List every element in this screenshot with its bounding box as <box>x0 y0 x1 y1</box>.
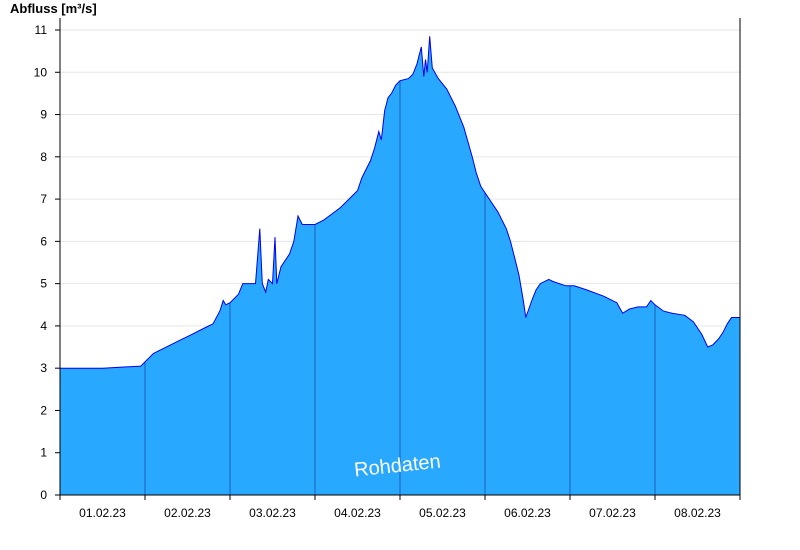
x-tick-label: 02.02.23 <box>164 506 211 520</box>
y-tick-label: 11 <box>35 23 48 37</box>
x-tick-label: 05.02.23 <box>419 506 466 520</box>
y-tick-label: 6 <box>40 234 47 248</box>
y-tick-label: 3 <box>40 361 47 375</box>
x-tick-label: 04.02.23 <box>334 506 381 520</box>
y-tick-label: 4 <box>40 319 47 333</box>
y-tick-label: 2 <box>40 403 47 417</box>
day-separators <box>144 80 656 495</box>
y-tick-label: 1 <box>40 446 47 460</box>
y-tick-label: 5 <box>40 277 47 291</box>
x-tick-label: 08.02.23 <box>674 506 721 520</box>
x-tick-label: 06.02.23 <box>504 506 551 520</box>
y-tick-label: 10 <box>34 65 48 79</box>
y-ticks: 0 1 2 3 4 5 6 7 8 9 10 11 <box>34 23 60 502</box>
x-ticks: 01.02.23 02.02.23 03.02.23 04.02.23 05.02.23… <box>59 495 741 520</box>
y-tick-label: 9 <box>40 108 47 122</box>
x-tick-label: 03.02.23 <box>249 506 296 520</box>
discharge-line <box>60 36 740 369</box>
x-tick-label: 01.02.23 <box>79 506 126 520</box>
y-tick-label: 0 <box>40 488 47 502</box>
y-tick-label: 8 <box>40 150 47 164</box>
y-tick-label: 7 <box>40 192 47 206</box>
x-tick-label: 07.02.23 <box>589 506 636 520</box>
y-axis-title: Abfluss [m³/s] <box>10 1 97 16</box>
